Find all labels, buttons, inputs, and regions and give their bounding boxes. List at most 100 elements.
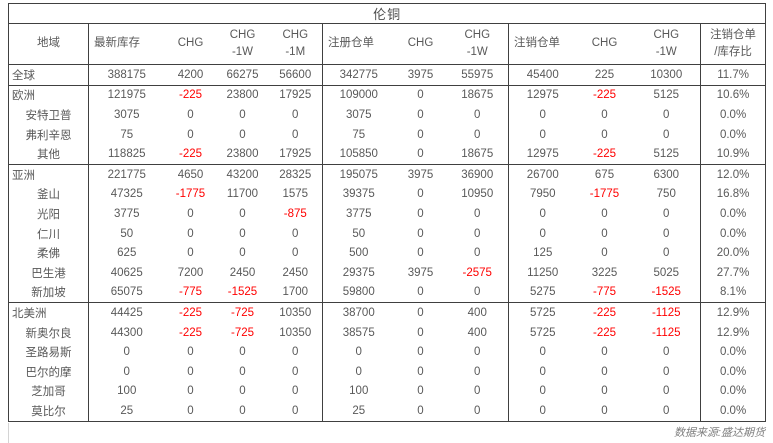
value-cell: 0	[239, 108, 246, 121]
gridline-artifact	[8, 423, 9, 443]
value-cell: 0	[417, 404, 424, 417]
value-cell: 0	[394, 302, 447, 323]
value-cell: 0	[417, 286, 424, 299]
value-cell: 0	[446, 401, 509, 422]
value-cell: 0	[446, 342, 509, 362]
value-cell: 0	[239, 247, 246, 260]
value-cell: 8.1%	[719, 286, 747, 299]
value-cell: 0	[632, 204, 701, 224]
region-cell: 欧洲	[8, 84, 89, 106]
value-cell: 0	[187, 247, 194, 260]
value-cell: 0	[268, 381, 323, 402]
region-cell: 仁川	[8, 223, 89, 244]
value-cell: -225	[164, 84, 217, 106]
table-row: 巴生港 40625 7200 2450 2450 29375 3975 -2575 11250 3…	[8, 262, 766, 283]
value-cell: 2450	[229, 266, 256, 279]
value-cell: 0.0%	[719, 365, 747, 378]
value-cell: 12975	[526, 148, 559, 161]
value-cell: -225	[178, 326, 203, 339]
value-cell: 625	[117, 247, 137, 260]
value-cell: 0	[539, 365, 546, 378]
column-header: CHG -1M	[268, 23, 323, 65]
value-cell: 0	[239, 346, 246, 359]
value-cell: 0	[539, 346, 546, 359]
value-cell: 221775	[88, 163, 165, 185]
value-cell: 0	[187, 365, 194, 378]
table-row: 全球 388175 4200 66275 56600 342775 3975 55975 454…	[8, 64, 766, 86]
value-cell: 20.0%	[716, 247, 750, 260]
value-cell: 0.0%	[719, 404, 747, 417]
value-cell: 3775	[345, 207, 372, 220]
value-cell: 45400	[526, 68, 559, 81]
region-cell: 安特卫普	[8, 105, 89, 125]
table-body: 全球 388175 4200 66275 56600 342775 3975 55975 454…	[8, 64, 766, 422]
value-cell: 0.0%	[719, 108, 747, 121]
value-cell: 0	[632, 361, 701, 382]
value-cell: 0	[539, 227, 546, 240]
value-cell: 29375	[342, 266, 375, 279]
value-cell: 5275	[529, 286, 556, 299]
value-cell: 195075	[322, 163, 395, 185]
value-cell: 0.0%	[719, 207, 747, 220]
value-cell: 3075	[113, 108, 140, 121]
region-cell: 釜山	[8, 184, 89, 205]
table-row: 圣路易斯 0 0 0 0 0 0 0 0 0 0 0.0%	[8, 342, 766, 362]
value-cell: 6300	[632, 163, 701, 185]
value-cell: 12.9%	[716, 326, 750, 339]
value-cell: 39375	[342, 188, 375, 201]
value-cell: 0	[446, 243, 509, 263]
region-cell: 全球	[8, 64, 89, 86]
value-cell: 12.9%	[700, 302, 766, 323]
region-cell: 其他	[8, 144, 89, 165]
value-cell: 66275	[226, 68, 259, 81]
table-row: 欧洲 121975 -225 23800 17925 109000 0 18675 12975-…	[8, 84, 766, 106]
value-cell: 388175	[107, 68, 146, 81]
value-cell: 0	[632, 381, 701, 402]
table-row: 新奥尔良 44300 -225 -725 10350 38575 0 400 5725 -225 -…	[8, 322, 766, 343]
value-cell: 0	[187, 385, 194, 398]
value-cell: 5125	[632, 84, 701, 106]
value-cell: 0.0%	[719, 385, 747, 398]
value-cell: -1775	[589, 188, 620, 201]
value-cell: 0	[446, 204, 509, 224]
value-cell: 0	[539, 108, 546, 121]
value-cell: 0	[187, 227, 194, 240]
value-cell: 0	[239, 207, 246, 220]
value-cell: -875	[268, 204, 323, 224]
value-cell: 4200	[177, 68, 204, 81]
value-cell: 3075	[345, 108, 372, 121]
value-cell: 50	[120, 227, 134, 240]
value-cell: 0	[601, 365, 608, 378]
value-cell: 12975	[508, 84, 577, 106]
table-row: 北美洲 44425 -225 -725 10350 38700 0 400 5725 -225 -1…	[8, 302, 766, 323]
region-cell: 圣路易斯	[8, 342, 89, 362]
value-cell: 7950	[529, 188, 556, 201]
region-cell: 弗利辛恩	[8, 124, 89, 145]
value-cell: 3225	[591, 266, 618, 279]
column-header: CHG	[394, 23, 447, 65]
column-header: CHG -1W	[446, 23, 509, 65]
value-cell: 0	[446, 105, 509, 125]
value-cell: 0	[268, 342, 323, 362]
value-cell: 0	[446, 361, 509, 382]
value-cell: 28325	[268, 163, 323, 185]
value-cell: 27.7%	[716, 266, 750, 279]
value-cell: 0	[268, 124, 323, 145]
column-header: CHG -1W	[632, 23, 701, 65]
value-cell: 10950	[446, 184, 509, 205]
value-cell: 11250	[527, 266, 559, 279]
value-cell: 400	[446, 302, 509, 323]
value-cell: 0	[632, 124, 701, 145]
table-row: 亚洲 221775 4650 43200 28325 195075 3975 36900 267…	[8, 163, 766, 185]
value-cell: 40625	[110, 266, 143, 279]
table-row: 釜山 47325 -1775 11700 1575 39375 0 10950 7950 -177…	[8, 184, 766, 205]
value-cell: 18675	[446, 144, 509, 165]
value-cell: -1125	[632, 322, 701, 343]
region-cell: 新加坡	[8, 282, 89, 303]
value-cell: 0	[417, 346, 424, 359]
value-cell: 56600	[268, 64, 323, 86]
value-cell: -725	[230, 326, 255, 339]
value-cell: 1575	[268, 184, 323, 205]
value-cell: 0	[268, 105, 323, 125]
value-cell: 26700	[508, 163, 577, 185]
